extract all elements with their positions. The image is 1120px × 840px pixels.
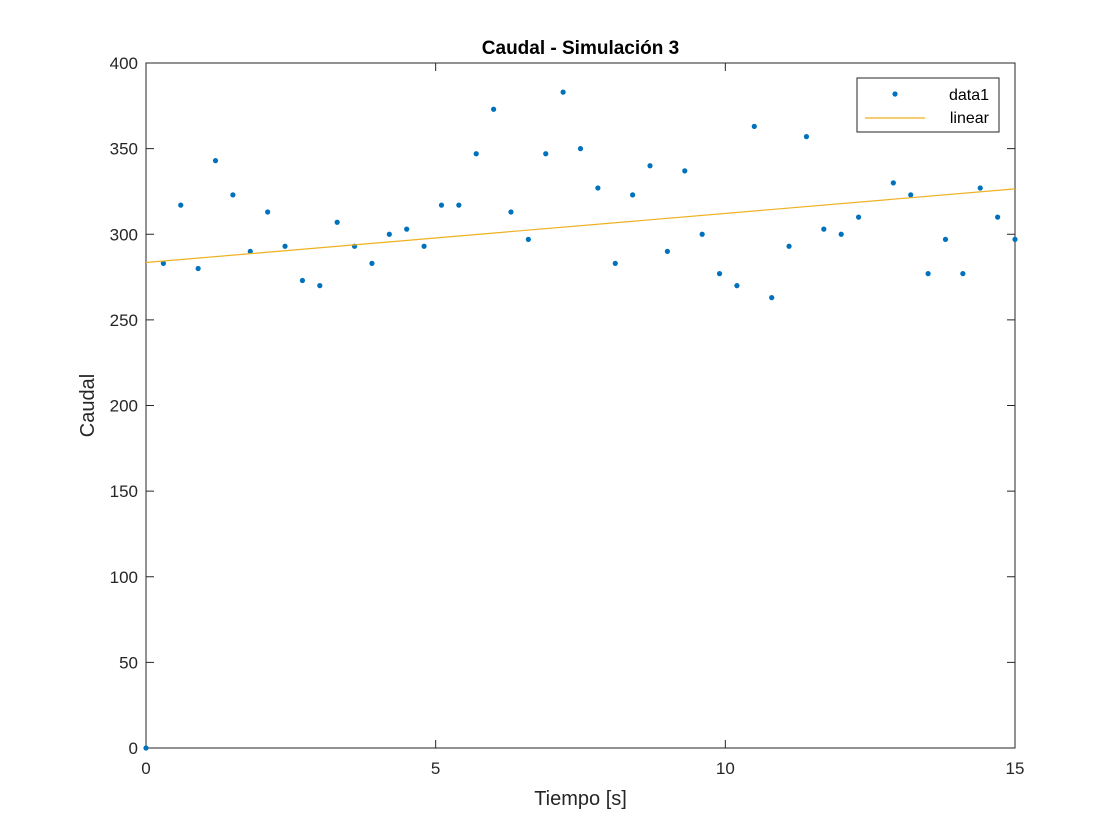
data-point xyxy=(908,192,914,198)
data-point xyxy=(160,260,166,266)
data-point xyxy=(386,231,392,237)
y-tick-label: 150 xyxy=(110,482,138,501)
data-point xyxy=(560,89,566,95)
data-point xyxy=(682,168,688,174)
data-point xyxy=(143,745,149,751)
data-point xyxy=(543,151,549,157)
y-axis-label: Caudal xyxy=(77,374,99,437)
y-tick-label: 350 xyxy=(110,140,138,159)
data-point xyxy=(212,158,219,164)
data-point xyxy=(699,231,705,237)
data-point xyxy=(925,271,931,277)
legend-box xyxy=(856,77,1000,133)
y-tick-label: 250 xyxy=(110,311,138,330)
y-tick-label: 400 xyxy=(110,54,138,73)
x-axis-label: Tiempo [s] xyxy=(534,788,627,810)
data-point xyxy=(178,202,184,208)
data-point xyxy=(247,248,253,254)
data-point xyxy=(630,192,636,198)
x-tick-label: 0 xyxy=(141,759,150,778)
legend-symbol-data1 xyxy=(892,91,898,97)
data-point xyxy=(769,295,775,301)
data-point xyxy=(751,123,757,129)
data-point xyxy=(821,226,827,232)
data-point xyxy=(595,185,601,191)
data-point xyxy=(977,185,983,191)
data-point xyxy=(664,248,671,254)
legend-label-data1: data1 xyxy=(949,87,989,104)
data-point xyxy=(942,236,949,242)
data-point xyxy=(838,231,844,237)
series-line-linear xyxy=(145,188,1016,264)
data-point xyxy=(421,243,427,249)
data-point xyxy=(334,219,340,225)
data-point xyxy=(299,277,306,284)
data-point xyxy=(491,106,497,112)
data-point xyxy=(282,243,288,249)
y-tick-label: 0 xyxy=(129,739,138,758)
data-point xyxy=(1012,236,1018,242)
data-point xyxy=(525,236,531,242)
data-point xyxy=(716,271,723,277)
data-point xyxy=(855,214,862,220)
data-point xyxy=(786,243,792,249)
data-point xyxy=(803,134,810,140)
data-point xyxy=(265,209,271,215)
y-tick-label: 300 xyxy=(110,225,138,244)
data-point xyxy=(230,192,236,198)
x-tick-label: 15 xyxy=(1006,759,1025,778)
data-point xyxy=(890,180,896,186)
y-tick-label: 100 xyxy=(110,568,138,587)
x-tick-label: 10 xyxy=(716,759,735,778)
data-point xyxy=(369,260,375,266)
data-point xyxy=(508,209,514,215)
data-point xyxy=(647,163,653,169)
data-point xyxy=(438,202,445,208)
plot-area: 0 50 100 150 200 250 300 350 400 0 5 10 15 Caudal - S… xyxy=(77,38,1024,810)
data-point xyxy=(456,202,462,208)
x-tick-label: 5 xyxy=(431,759,440,778)
y-tick-label: 200 xyxy=(110,397,138,416)
data-point xyxy=(995,214,1001,220)
chart-title: Caudal - Simulación 3 xyxy=(482,38,679,59)
data-point xyxy=(577,146,584,152)
data-point xyxy=(734,283,740,289)
data-point xyxy=(473,151,479,157)
data-point xyxy=(195,265,201,272)
data-point xyxy=(404,226,410,232)
y-tick-label: 50 xyxy=(119,653,138,672)
data-point xyxy=(317,283,323,289)
data-point xyxy=(612,260,618,266)
legend-label-linear: linear xyxy=(950,110,990,127)
data-point xyxy=(960,271,966,277)
